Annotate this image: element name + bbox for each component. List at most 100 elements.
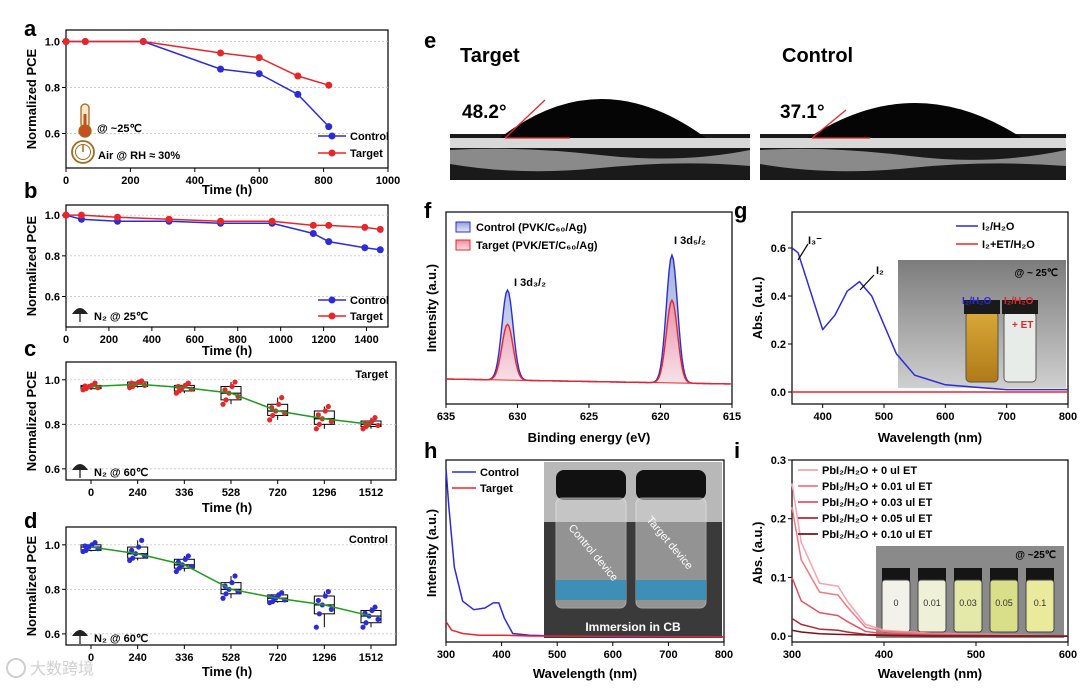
contact-angle-image-control [760,103,1066,180]
series-line-target-a [66,40,329,86]
data-point-d [136,544,142,550]
y-tick-label-i: 0.3 [771,455,786,467]
x-tick-label-c: 240 [128,487,146,499]
y-tick-label-c: 1.0 [45,375,60,387]
x-tick-label-f: 625 [580,411,598,423]
data-point-target-b [62,211,70,219]
data-point-control-b [309,229,317,237]
y-tick-label-d: 0.6 [45,629,60,641]
data-point-c [232,379,238,385]
x-tick-label-h: 400 [492,649,510,661]
y-tick-label-a: 1.0 [45,37,60,49]
panel-label-f: f [424,198,432,223]
contact-title-target: Target [460,45,520,67]
photo-label-et-g: + ET [1012,320,1033,331]
vial-photo-g [898,260,1066,388]
data-point-d [369,607,375,614]
x-tick-label-b: 800 [229,334,247,346]
data-point-c [222,387,228,393]
data-point-d [129,547,135,553]
axes-frame-h [445,459,725,643]
series-line-g-0 [791,247,1068,391]
axes-frame-g [791,211,1069,405]
data-point-c [276,401,282,407]
data-point-d [220,595,226,601]
panel-label-b: b [24,178,37,203]
watermark-text: 大数跨境 [30,659,94,678]
x-tick-label-h: 500 [548,649,566,661]
data-point-target-b [268,217,276,225]
series-area-target-f [446,300,732,384]
vial-i [1025,579,1055,633]
series-line-i-2 [791,577,1069,637]
data-point-d [279,590,285,596]
data-point-control-a [255,70,263,78]
x-tick-label-g: 800 [1059,411,1077,423]
y-tick-label-a: 0.8 [45,83,60,95]
data-point-c [313,426,319,432]
axes-frame-i [791,459,1069,643]
data-point-d [182,556,188,562]
x-tick-label-g: 700 [997,411,1015,423]
legend-label-i: PbI₂/H₂O + 0.03 ul ET [822,497,933,509]
vial-photo-i: 0 0.01 0.03 0.05 0.1 [876,546,1064,638]
data-point-control-a [294,90,302,98]
panel-b: b 0 200 400 600 800 1000 1200 1400 0.6 0.8 1.0 Tim… [24,178,389,358]
data-point-c [176,388,182,394]
data-point-c [270,412,276,419]
x-tick-label-a: 1000 [376,175,400,187]
legend-label-target-b: Target [350,311,383,323]
watermark: 大数跨境 [6,658,94,678]
series-line-i-1 [791,506,1069,637]
data-point-c [267,417,273,423]
x-tick-label-b: 1200 [311,334,335,346]
data-point-d [313,624,319,630]
data-point-control-a [217,65,225,73]
panel-g: g 400 500 600 700 800 0.0 0.2 0.4 0.6 @ ~ 25℃ I₂… [734,198,1077,445]
panel-i: i 300 400 500 600 0.0 0.1 0.2 0.3 0 0.01 0.03 0.05… [734,438,1077,681]
legend-label-control-b: Control [350,295,389,307]
data-point-c [139,378,145,384]
y-tick-label-i: 0.2 [771,514,786,526]
data-point-target-b [165,215,173,223]
series-line-target-b [66,214,381,231]
data-point-d [360,624,366,630]
series-line-control-a [66,40,330,128]
data-point-d [372,604,378,610]
x-tick-label-f: 615 [723,411,741,423]
vial-label-i: 0.1 [1034,598,1047,608]
arrow-i3 [797,243,809,261]
data-point-d [83,547,89,553]
data-point-d [173,568,179,575]
vial-cap-i [990,568,1018,582]
y-axis-title-d: Normalized PCE [24,535,39,636]
y-tick-label-g: 0.2 [771,339,786,351]
x-tick-label-i: 600 [1059,649,1077,661]
x-tick-label-i: 300 [783,649,801,661]
x-axis-title-d: Time (h) [202,664,252,679]
vial-cap-i [882,568,910,582]
panel-a: a 0 200 400 600 800 1000 0.6 0.8 1.0 Time (h) No… [24,16,400,197]
x-tick-label-i: 400 [875,649,893,661]
legend-label-target-a: Target [350,148,383,160]
data-point-d [325,588,331,595]
legend-label-i: PbI₂/H₂O + 0.10 ul ET [822,529,933,541]
data-point-c [325,403,331,410]
vial-photo-h [544,462,722,638]
x-tick-label-d: 240 [128,652,146,664]
data-point-d [316,611,322,617]
data-point-target-b [77,211,85,219]
x-tick-label-i: 500 [967,649,985,661]
panel-label-a: a [24,16,37,41]
data-point-d [375,616,381,622]
y-tick-label-g: 0.6 [771,243,786,255]
panel-d: d 0.6 0.8 1.0 0 240 336 528 720 1296 1512 Time (h… [24,508,397,679]
legend-label-i2et-g: I₂+ET/H₂O [982,239,1035,251]
panel-c: c 0.6 0.8 1.0 0 240 336 528 720 1296 1512 Time (h… [24,336,397,515]
x-tick-label-h: 700 [659,649,677,661]
x-tick-label-h: 600 [604,649,622,661]
legend-swatch-control-f [455,221,471,233]
data-point-d [229,580,235,586]
x-tick-label-c: 0 [88,487,94,499]
vial-i [989,579,1019,633]
